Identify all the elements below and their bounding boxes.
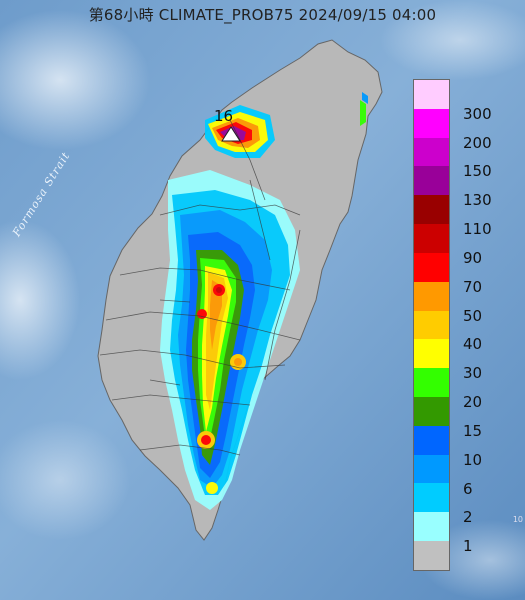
corner-text: 10 [512,515,523,524]
legend-label: 300 [463,104,492,123]
legend-swatch [414,454,449,484]
legend-label: 50 [463,306,483,325]
legend-label: 10 [463,450,483,469]
legend-label: 2 [463,508,473,527]
rainfall-field [160,92,368,510]
legend-label: 30 [463,364,483,383]
cloud-texture [0,420,130,540]
legend-swatch [414,224,449,253]
legend-swatch [414,512,449,541]
marker-label: 16 [214,107,234,125]
legend-swatch [414,281,449,311]
legend-label: 150 [463,162,492,181]
legend-label: 70 [463,277,483,296]
rainfall-legend [413,79,450,571]
triangle-marker-icon [221,126,241,142]
legend-label: 130 [463,191,492,210]
legend-swatch [414,541,449,570]
legend-label: 40 [463,335,483,354]
legend-swatch [414,195,449,225]
legend-label: 15 [463,421,483,440]
cloud-texture [380,0,525,80]
cloud-texture [0,10,150,150]
legend-swatch [414,339,449,369]
legend-swatch [414,137,449,167]
legend-swatch [414,252,449,282]
legend-label: 6 [463,479,473,498]
legend-swatch [414,166,449,196]
legend-swatch [414,108,449,138]
map-title: 第68小時 CLIMATE_PROB75 2024/09/15 04:00 [88,6,437,24]
legend-swatch [414,396,449,426]
legend-swatch [414,483,449,513]
legend-label: 1 [463,537,473,556]
legend-label: 200 [463,133,492,152]
legend-label: 110 [463,220,492,239]
legend-swatch [414,425,449,455]
legend-swatch [414,368,449,397]
legend-swatch [414,80,449,109]
legend-swatch [414,310,449,340]
legend-label: 20 [463,393,483,412]
legend-label: 90 [463,248,483,267]
cloud-texture [0,220,80,380]
county-boundaries [99,119,301,456]
